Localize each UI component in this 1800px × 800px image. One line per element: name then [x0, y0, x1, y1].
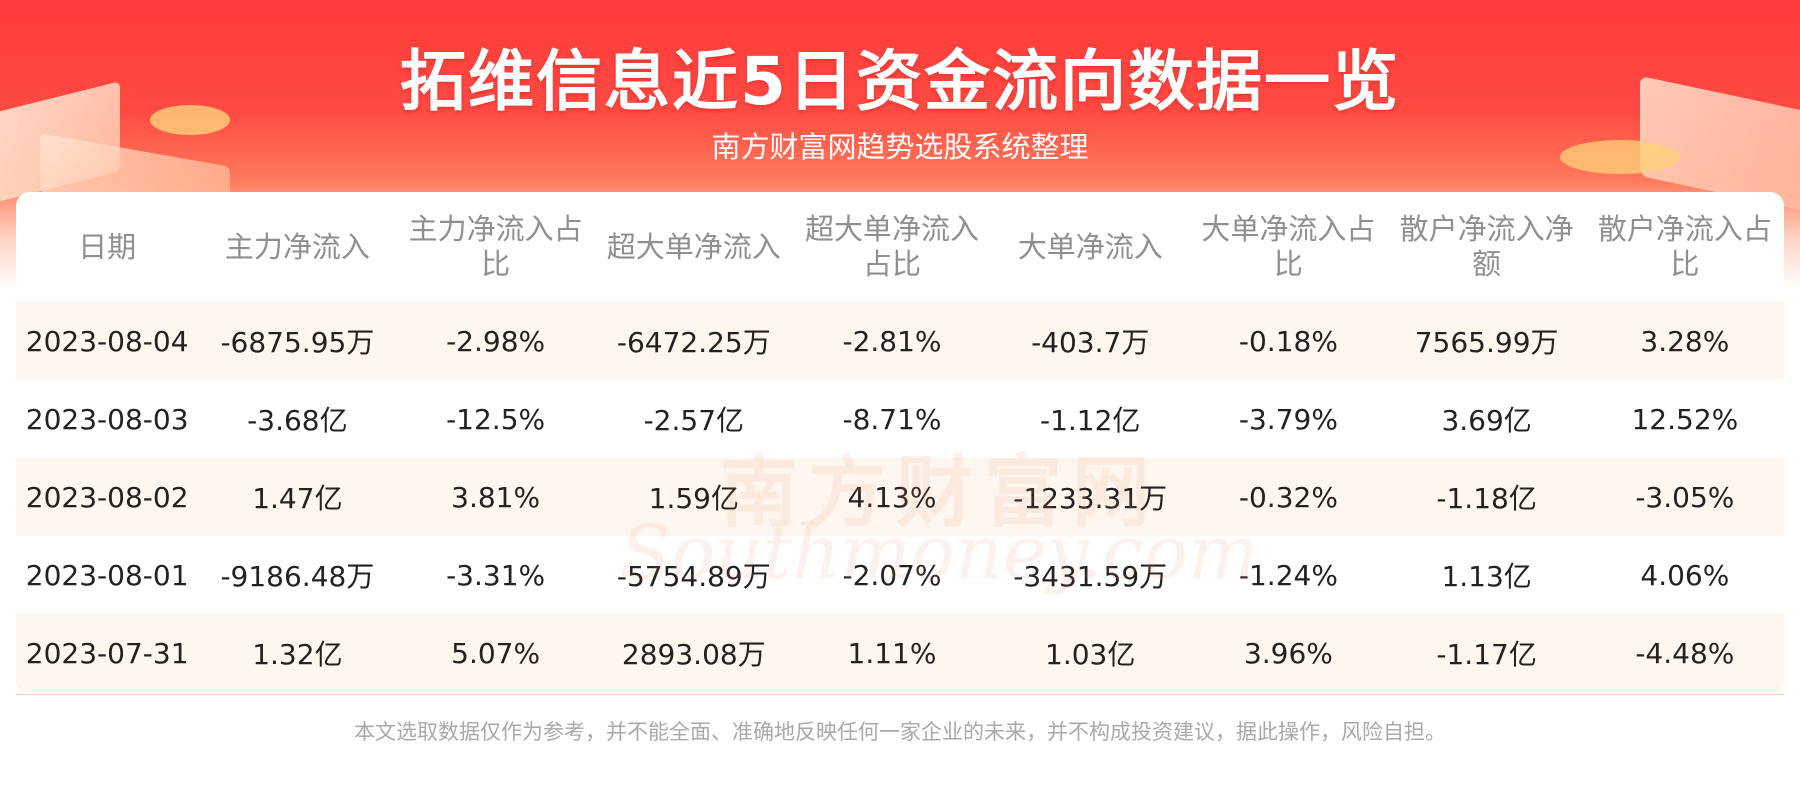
column-header: 大单净流入占比	[1201, 212, 1376, 281]
column-header: 主力净流入占比	[408, 212, 583, 281]
column-header: 主力净流入	[224, 229, 370, 264]
table-cell: 4.06%	[1585, 536, 1784, 614]
table-cell-date: 2023-08-02	[16, 458, 199, 536]
table-cell-date: 2023-07-31	[16, 614, 199, 692]
table-cell: 1.32亿	[198, 614, 397, 692]
table-cell: -12.5%	[396, 380, 595, 458]
table-row: 2023-08-02 1.47亿 3.81% 1.59亿 4.13% -1233…	[16, 458, 1784, 536]
table-cell: 5.07%	[396, 614, 595, 692]
table-cell: -3.68亿	[198, 380, 397, 458]
table-cell: 4.13%	[792, 458, 992, 536]
table-row: 2023-08-03 -3.68亿 -12.5% -2.57亿 -8.71% -…	[16, 380, 1784, 458]
column-header: 日期	[78, 229, 137, 264]
table-row: 2023-08-01 -9186.48万 -3.31% -5754.89万 -2…	[16, 536, 1784, 614]
table-cell: 3.96%	[1189, 614, 1388, 692]
table-cell: -6472.25万	[594, 302, 793, 380]
table-cell: -3.31%	[396, 536, 595, 614]
table-cell: 12.52%	[1585, 380, 1784, 458]
table-header-row: 日期 主力净流入 主力净流入占比 超大单净流入 超大单净流入占比 大单净流入 大…	[16, 192, 1784, 302]
table-row: 2023-07-31 1.32亿 5.07% 2893.08万 1.11% 1.…	[16, 614, 1784, 692]
table-row: 2023-08-04 -6875.95万 -2.98% -6472.25万 -2…	[16, 302, 1784, 380]
table-cell-date: 2023-08-01	[16, 536, 199, 614]
page-subtitle: 南方财富网趋势选股系统整理	[711, 130, 1089, 164]
table-cell: -3.79%	[1189, 380, 1388, 458]
table-cell: 2893.08万	[594, 614, 793, 692]
table-cell: 3.69亿	[1387, 380, 1586, 458]
column-header: 超大单净流入	[606, 229, 781, 264]
table-cell: -5754.89万	[594, 536, 793, 614]
divider	[16, 694, 1784, 695]
table-cell: -2.57亿	[594, 380, 793, 458]
table-cell: 3.28%	[1585, 302, 1784, 380]
table-cell: 7565.99万	[1387, 302, 1586, 380]
decorative-coin	[150, 105, 230, 135]
table-cell-date: 2023-08-04	[16, 302, 199, 380]
table-cell: -3431.59万	[991, 536, 1190, 614]
table-cell: 1.13亿	[1387, 536, 1586, 614]
column-header: 散户净流入净额	[1399, 212, 1574, 281]
column-header: 大单净流入	[1017, 229, 1163, 264]
table-cell: -1.24%	[1189, 536, 1388, 614]
table-cell: -8.71%	[792, 380, 992, 458]
table-cell: -2.98%	[396, 302, 595, 380]
table-cell: -4.48%	[1585, 614, 1784, 692]
table-cell: -3.05%	[1585, 458, 1784, 536]
table-cell: 1.03亿	[991, 614, 1190, 692]
table-cell: -9186.48万	[198, 536, 397, 614]
table-cell: -0.32%	[1189, 458, 1388, 536]
table-cell: -1.12亿	[991, 380, 1190, 458]
column-header: 超大单净流入占比	[805, 212, 980, 281]
table-cell: 1.11%	[792, 614, 992, 692]
table-cell: -1233.31万	[991, 458, 1190, 536]
table-cell: -403.7万	[991, 302, 1190, 380]
disclaimer: 本文选取数据仅作为参考，并不能全面、准确地反映任何一家企业的未来，并不构成投资建…	[354, 720, 1446, 744]
table-cell: 1.47亿	[198, 458, 397, 536]
table-cell: 3.81%	[396, 458, 595, 536]
table-cell-date: 2023-08-03	[16, 380, 199, 458]
column-header: 散户净流入占比	[1597, 212, 1772, 281]
table-cell: -1.18亿	[1387, 458, 1586, 536]
data-card: 日期 主力净流入 主力净流入占比 超大单净流入 超大单净流入占比 大单净流入 大…	[16, 192, 1784, 695]
table-cell: -6875.95万	[198, 302, 397, 380]
table-cell: -2.81%	[792, 302, 992, 380]
fund-flow-table: 日期 主力净流入 主力净流入占比 超大单净流入 超大单净流入占比 大单净流入 大…	[16, 192, 1784, 692]
table-cell: -0.18%	[1189, 302, 1388, 380]
table-cell: -2.07%	[792, 536, 992, 614]
page-title: 拓维信息近5日资金流向数据一览	[400, 43, 1400, 120]
table-cell: -1.17亿	[1387, 614, 1586, 692]
decorative-coin	[1560, 140, 1680, 174]
table-cell: 1.59亿	[594, 458, 793, 536]
